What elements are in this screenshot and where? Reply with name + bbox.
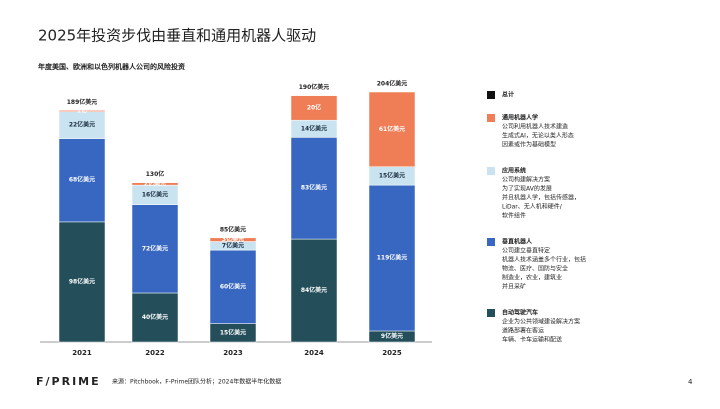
bar-segment — [58, 110, 106, 112]
bar-segment — [58, 221, 106, 343]
bar-segment — [58, 138, 106, 223]
data-label: 7亿美元 — [222, 241, 244, 249]
data-label: 61亿美元 — [379, 125, 405, 133]
total-label: 85亿美元 — [220, 225, 246, 233]
data-label: 14亿美元 — [301, 124, 327, 132]
x-tick-label: 2023 — [223, 349, 243, 357]
legend-description: 公司建立垂直特定 — [502, 247, 550, 255]
legend-description: 因素或作为基础模型 — [502, 141, 556, 149]
subtitle: 年度美国、欧洲和以色列机器人公司的风险投资 — [38, 62, 185, 71]
data-label: 83亿美元 — [301, 184, 327, 192]
legend-swatch — [487, 238, 495, 246]
legend-description: 公司构建解决方案 — [502, 176, 550, 184]
bar-segment — [368, 91, 416, 168]
total-label: 190亿美元 — [299, 83, 330, 91]
legend-swatch — [487, 114, 495, 122]
legend-swatch — [487, 167, 495, 175]
legend-description: 公司利用机器人技术建造 — [502, 123, 568, 131]
x-tick-label: 2025 — [382, 349, 402, 357]
data-label: 9亿美元 — [381, 332, 403, 340]
legend-label: 应用系统 — [502, 167, 526, 175]
legend-label: 通用机器人学 — [502, 114, 538, 122]
data-label: 20亿 — [307, 103, 321, 111]
bar-segment — [209, 249, 257, 324]
total-label: 189亿美元 — [67, 98, 98, 106]
data-label: 15亿美元 — [220, 328, 246, 336]
page-number: 4 — [688, 378, 693, 386]
title: 2025年投资步伐由垂直和通用机器人驱动 — [38, 27, 316, 45]
data-label: 40亿美元 — [142, 313, 168, 321]
x-tick-label: 2021 — [72, 349, 92, 357]
data-label: 60亿美元 — [220, 282, 246, 290]
bar-segment — [209, 237, 257, 242]
data-label: 22亿美元 — [69, 121, 95, 129]
source: 来源：Pitchbook，F-Prime团队分析；2024年数据半年化数据 — [112, 378, 281, 386]
legend-label: 垂直机器人 — [502, 238, 533, 246]
logo: F/PRIME — [36, 375, 101, 388]
total-label: 130亿 — [146, 170, 165, 178]
legend-description: 车辆、卡车运输和配送 — [502, 336, 562, 344]
total-label: 204亿美元 — [377, 80, 408, 88]
legend-label: 总计 — [502, 91, 514, 99]
data-label: 16亿美元 — [142, 190, 168, 198]
bar-segment — [290, 95, 338, 121]
legend-description: 制造业，农业，建筑业 — [502, 274, 562, 282]
x-tick-label: 2024 — [304, 349, 324, 357]
legend-description: 机器人技术涵盖多个行业，包括 — [502, 256, 586, 264]
legend-label: 自动驾驶汽车 — [502, 309, 538, 317]
bar-segment — [290, 238, 338, 343]
legend-description: 物流、医疗、国防与安全 — [502, 265, 568, 273]
legend-description: 企业为公共领域建设解决方案 — [502, 318, 580, 326]
legend-description: 道路部署在客运 — [502, 327, 544, 335]
bar-segment — [131, 204, 179, 294]
data-label: 2亿美元 — [144, 179, 166, 187]
legend-description: 软件组件 — [502, 212, 526, 220]
data-label: 1亿 — [77, 106, 87, 114]
bar-segment — [131, 182, 179, 186]
legend-description: 为了实现AV的发展 — [502, 185, 552, 193]
data-label: 3亿美元 — [222, 235, 244, 243]
legend-description: 并且机器人学，包括传感器， — [502, 194, 580, 202]
data-label: 119亿美元 — [377, 254, 408, 262]
bar-segment — [290, 137, 338, 240]
bar-segment — [368, 184, 416, 332]
data-label: 72亿美元 — [142, 244, 168, 252]
data-label: 84亿美元 — [301, 286, 327, 294]
legend-swatch — [487, 309, 495, 317]
legend-description: 并且采矿 — [502, 283, 526, 291]
data-label: 68亿美元 — [69, 176, 95, 184]
data-label: 98亿美元 — [69, 277, 95, 285]
legend-swatch — [487, 91, 495, 99]
data-label: 15亿美元 — [379, 171, 405, 179]
x-tick-label: 2022 — [145, 349, 165, 357]
legend-description: LiDar、无人机和硬件/ — [502, 203, 563, 211]
bar-segment — [131, 292, 179, 343]
legend-description: 生成式AI，无论以类人形态 — [502, 132, 574, 140]
